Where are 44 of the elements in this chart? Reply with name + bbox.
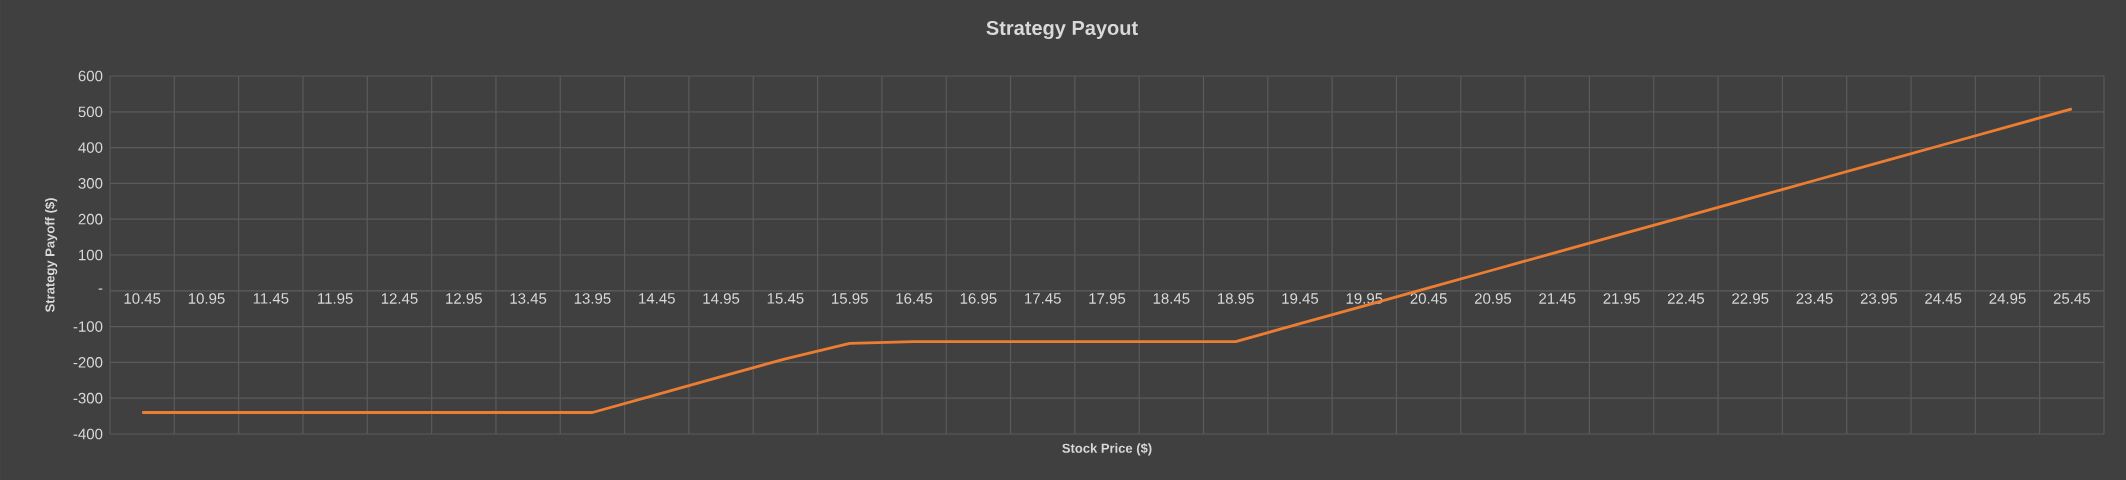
x-tick-label: 23.45 xyxy=(1796,293,1833,304)
y-tick-label: -400 xyxy=(73,428,103,440)
x-tick-label: 14.95 xyxy=(703,293,740,304)
x-tick-label: 24.95 xyxy=(1989,293,2026,304)
x-tick-label: 22.45 xyxy=(1667,293,1705,304)
x-tick-label: 19.45 xyxy=(1282,293,1319,304)
x-tick-label: 20.95 xyxy=(1474,293,1512,304)
x-tick-label: 16.45 xyxy=(896,293,933,304)
x-tick-label: 13.45 xyxy=(510,293,547,304)
y-tick-label: 500 xyxy=(78,106,103,118)
x-tick-label: 11.95 xyxy=(318,293,353,304)
y-tick-label: 300 xyxy=(78,178,103,189)
x-tick-label: 22.95 xyxy=(1732,293,1769,304)
x-tick-label: 17.45 xyxy=(1025,293,1061,304)
x-tick-label: 17.95 xyxy=(1089,293,1126,304)
x-tick-label: 10.45 xyxy=(124,293,161,304)
x-tick-label: 12.95 xyxy=(446,293,482,304)
y-tick-label: 400 xyxy=(78,142,103,153)
x-tick-label: 10.95 xyxy=(188,293,225,304)
x-tick-label: 18.95 xyxy=(1218,293,1254,304)
x-tick-label: 21.95 xyxy=(1603,293,1640,304)
y-tick-label: 200 xyxy=(78,213,103,225)
x-tick-label: 13.95 xyxy=(574,293,611,304)
x-tick-label: 15.45 xyxy=(767,293,804,304)
x-tick-label: 16.95 xyxy=(960,293,997,304)
y-axis-title: Strategy Payoff ($) xyxy=(44,198,58,313)
x-tick-label: 18.45 xyxy=(1153,293,1190,304)
x-tick-label: 20.45 xyxy=(1410,293,1447,304)
y-tick-label: 600 xyxy=(78,70,103,82)
x-tick-label: 12.45 xyxy=(381,293,418,304)
x-tick-label: 15.95 xyxy=(832,293,868,304)
x-tick-label: 24.45 xyxy=(1925,293,1962,304)
y-tick-label: -300 xyxy=(73,392,103,404)
x-tick-label: 11.45 xyxy=(253,293,289,304)
x-tick-label: 14.45 xyxy=(639,293,675,304)
x-axis-title: Stock Price ($) xyxy=(1062,443,1152,456)
x-tick-label: 21.45 xyxy=(1539,293,1576,304)
chart-title: Strategy Payout xyxy=(986,20,1138,40)
y-tick-label: -100 xyxy=(73,321,103,332)
x-tick-label: 23.95 xyxy=(1860,293,1898,304)
y-tick-label: - xyxy=(98,288,103,290)
y-tick-label: -200 xyxy=(73,357,103,368)
x-tick-label: 25.45 xyxy=(2053,293,2090,304)
y-tick-label: 100 xyxy=(79,249,103,261)
